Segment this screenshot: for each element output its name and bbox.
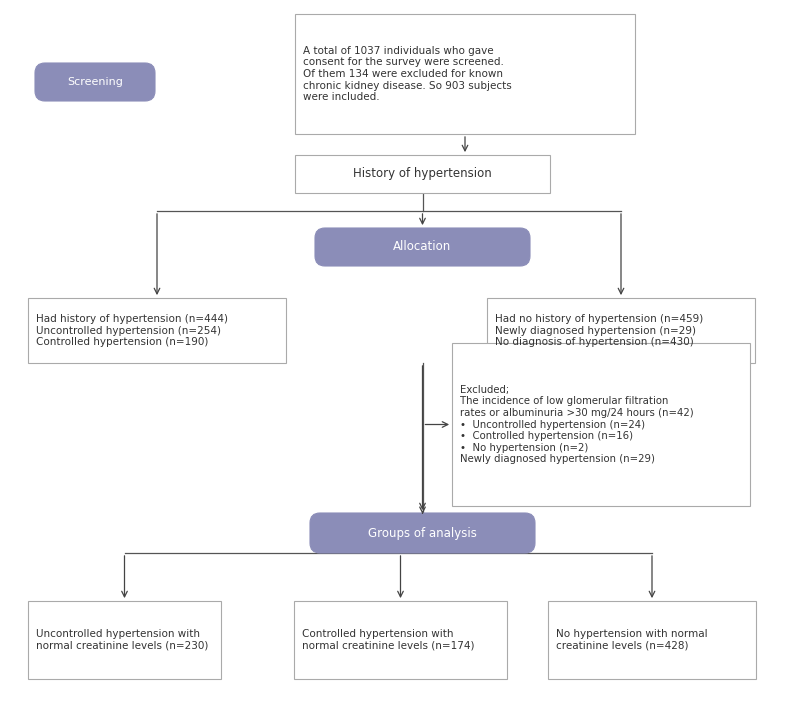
FancyBboxPatch shape bbox=[310, 513, 535, 553]
Text: Excluded;
The incidence of low glomerular filtration
rates or albuminuria >30 mg: Excluded; The incidence of low glomerula… bbox=[460, 385, 694, 464]
Bar bbox=[452, 343, 750, 506]
Text: History of hypertension: History of hypertension bbox=[353, 168, 492, 180]
Bar bbox=[28, 601, 221, 679]
Bar bbox=[28, 298, 286, 363]
Text: Had no history of hypertension (n=459)
Newly diagnosed hypertension (n=29)
No di: Had no history of hypertension (n=459) N… bbox=[495, 314, 703, 347]
Bar bbox=[294, 601, 507, 679]
Text: Groups of analysis: Groups of analysis bbox=[368, 526, 477, 540]
FancyBboxPatch shape bbox=[35, 63, 155, 101]
Text: Screening: Screening bbox=[67, 77, 123, 87]
FancyBboxPatch shape bbox=[315, 228, 530, 266]
Bar bbox=[487, 298, 755, 363]
Text: No hypertension with normal
creatinine levels (n=428): No hypertension with normal creatinine l… bbox=[556, 629, 707, 651]
Bar bbox=[548, 601, 756, 679]
Text: Controlled hypertension with
normal creatinine levels (n=174): Controlled hypertension with normal crea… bbox=[302, 629, 474, 651]
Text: A total of 1037 individuals who gave
consent for the survey were screened.
Of th: A total of 1037 individuals who gave con… bbox=[303, 46, 512, 102]
Text: Allocation: Allocation bbox=[393, 240, 451, 254]
Bar bbox=[295, 14, 635, 134]
Text: Uncontrolled hypertension with
normal creatinine levels (n=230): Uncontrolled hypertension with normal cr… bbox=[36, 629, 208, 651]
Text: Had history of hypertension (n=444)
Uncontrolled hypertension (n=254)
Controlled: Had history of hypertension (n=444) Unco… bbox=[36, 314, 228, 347]
Bar bbox=[295, 155, 550, 193]
